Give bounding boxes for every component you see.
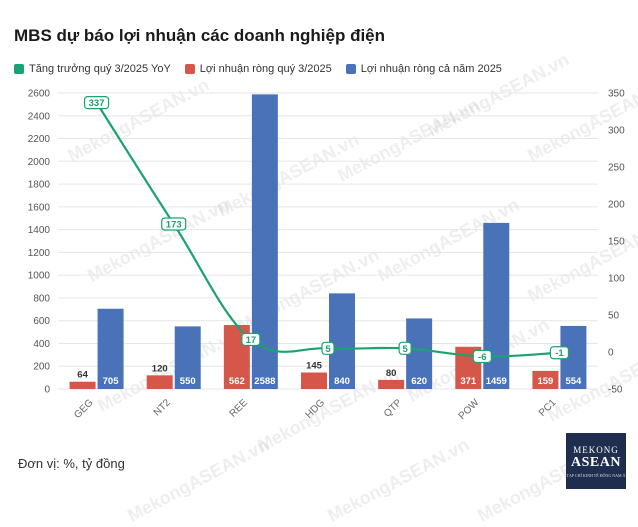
- y-left-tick-label: 2000: [28, 157, 51, 168]
- legend-label-full: Lợi nhuận ròng cả năm 2025: [360, 63, 502, 75]
- legend-swatch-full: [345, 64, 356, 74]
- bar-full-nt2: [174, 326, 201, 389]
- y-left-tick-label: 200: [33, 362, 50, 373]
- y-right-tick-label: 250: [608, 163, 625, 174]
- growth-data-label: 5: [325, 344, 331, 355]
- legend: Tăng trưởng quý 3/2025 YoY Lợi nhuận ròn…: [14, 63, 502, 75]
- y-left-tick-label: 600: [33, 316, 50, 327]
- x-tick-label: REE: [228, 397, 251, 420]
- bar-q3-pc1: [532, 370, 559, 389]
- y-left-tick-label: 1200: [28, 248, 51, 259]
- data-label-q3: 159: [537, 376, 553, 387]
- growth-point: [83, 96, 110, 110]
- data-label-q3: 145: [306, 360, 323, 371]
- mekongasean-logo: MEKONG ASEAN TẠP CHÍ KINH TẾ ĐÔNG NAM Á: [566, 433, 626, 489]
- unit-note: Đơn vị: %, tỷ đồng: [18, 456, 125, 471]
- y-left-tick-label: 1600: [28, 202, 51, 213]
- growth-data-label: 17: [246, 335, 257, 346]
- growth-data-label: 5: [402, 344, 408, 355]
- legend-item-full: Lợi nhuận ròng cả năm 2025: [345, 63, 502, 75]
- x-tick-label: PC1: [537, 397, 559, 419]
- y-left-tick-label: 1000: [28, 271, 51, 282]
- x-tick-label: NT2: [152, 397, 173, 418]
- data-label-full: 2588: [254, 376, 275, 387]
- legend-item-q3: Lợi nhuận ròng quý 3/2025: [184, 63, 332, 75]
- y-right-tick-label: 150: [608, 237, 625, 248]
- growth-data-label: 173: [166, 219, 182, 230]
- bar-q3-hdg: [301, 372, 327, 389]
- y-left-tick-label: 1400: [28, 225, 51, 236]
- y-left-tick-label: 0: [44, 385, 50, 396]
- data-label-q3: 371: [460, 376, 477, 387]
- growth-point: [472, 349, 492, 364]
- growth-data-label: -6: [478, 352, 486, 363]
- growth-point: [398, 341, 412, 355]
- y-right-tick-label: 100: [608, 274, 625, 285]
- data-label-q3: 120: [152, 363, 168, 374]
- x-tick-label: HDG: [304, 397, 328, 421]
- chart-title: MBS dự báo lợi nhuận các doanh nghiệp đi…: [14, 26, 386, 45]
- x-tick-label: QTP: [382, 397, 405, 420]
- y-right-tick-label: 50: [608, 311, 620, 322]
- bar-q3-geg: [69, 381, 96, 389]
- legend-swatch-growth: [14, 64, 24, 74]
- bar-full-hdg: [329, 293, 355, 389]
- growth-point: [161, 217, 187, 231]
- bar-full-geg: [97, 308, 124, 389]
- growth-data-label: 337: [89, 98, 105, 109]
- x-tick-label: GEG: [72, 397, 96, 421]
- data-label-full: 840: [334, 376, 350, 387]
- data-label-full: 550: [180, 376, 196, 387]
- combo-chart: 0200400600800100012001400160018002000220…: [28, 89, 625, 423]
- y-right-tick-label: 300: [608, 126, 625, 137]
- y-right-tick-label: 350: [608, 89, 625, 100]
- growth-point: [241, 332, 261, 347]
- y-left-tick-label: 2400: [28, 111, 51, 122]
- bar-q3-qtp: [378, 379, 405, 389]
- y-left-tick-label: 400: [33, 339, 50, 350]
- y-left-tick-label: 800: [33, 293, 50, 304]
- data-label-q3: 562: [229, 376, 245, 387]
- y-left-tick-label: 2200: [28, 134, 51, 145]
- x-tick-label: POW: [457, 397, 482, 422]
- data-label-q3: 80: [386, 368, 397, 379]
- legend-swatch-q3: [184, 64, 195, 74]
- y-right-tick-label: -50: [608, 385, 623, 396]
- y-left-tick-label: 1800: [28, 180, 51, 191]
- growth-data-label: -1: [555, 348, 564, 359]
- y-left-tick-label: 2600: [28, 89, 51, 100]
- data-label-full: 705: [103, 376, 120, 387]
- bar-q3-nt2: [146, 375, 173, 389]
- bar-full-pow: [483, 222, 510, 389]
- growth-point: [321, 341, 335, 355]
- legend-label-q3: Lợi nhuận ròng quý 3/2025: [199, 63, 332, 75]
- growth-point: [549, 346, 570, 360]
- data-label-full: 554: [565, 376, 582, 387]
- legend-label-growth: Tăng trưởng quý 3/2025 YoY: [29, 63, 171, 75]
- data-label-q3: 64: [77, 370, 88, 381]
- legend-item-growth: Tăng trưởng quý 3/2025 YoY: [14, 63, 171, 75]
- y-right-tick-label: 200: [608, 200, 625, 211]
- y-right-tick-label: 0: [608, 348, 614, 359]
- data-label-full: 1459: [486, 376, 507, 387]
- data-label-full: 620: [411, 376, 427, 387]
